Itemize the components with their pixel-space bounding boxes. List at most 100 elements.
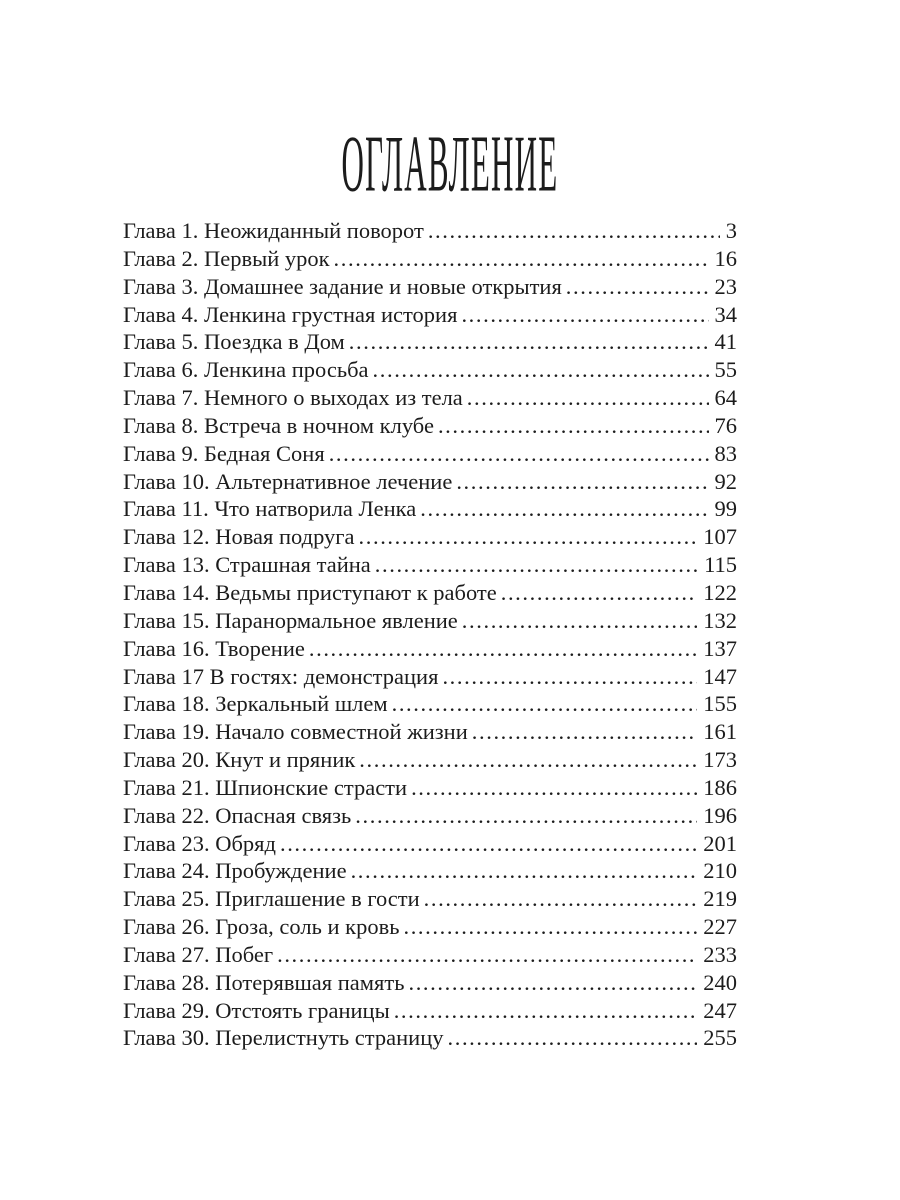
toc-entry-page: 132: [703, 607, 737, 633]
dot-leader: ........................................…: [333, 245, 709, 271]
toc-entry: Глава 21. Шпионские страсти ............…: [123, 774, 737, 802]
dot-leader: ........................................…: [427, 218, 720, 243]
toc-entry: Глава 10. Альтернативное лечение .......…: [123, 468, 737, 496]
dot-leader: ........................................…: [308, 635, 697, 661]
toc-entry-page: 41: [714, 329, 738, 355]
toc-entry-label: Глава 16. Творение: [123, 635, 305, 661]
toc-entry: Глава 8. Встреча в ночном клубе ........…: [123, 412, 737, 440]
toc-entry: Глава 16. Творение .....................…: [123, 635, 737, 663]
toc-entry: Глава 4. Ленкина грустная история ......…: [123, 301, 737, 329]
toc-entry-page: 137: [703, 635, 737, 661]
toc-entry: Глава 3. Домашнее задание и новые открыт…: [123, 273, 737, 301]
toc-entry-page: 173: [703, 747, 737, 773]
toc-entry: Глава 27. Побег ........................…: [123, 941, 737, 969]
dot-leader: ........................................…: [391, 691, 698, 717]
dot-leader: ........................................…: [461, 607, 697, 633]
toc-entry-page: 64: [714, 385, 738, 411]
toc-entry: Глава 29. Отстоять границы .............…: [123, 997, 737, 1025]
toc-entry-label: Глава 26. Гроза, соль и кровь: [123, 914, 400, 940]
toc-entry-label: Глава 19. Начало совместной жизни: [123, 719, 468, 745]
toc-entry: Глава 20. Кнут и пряник ................…: [123, 746, 737, 774]
toc-entry-page: 155: [703, 691, 737, 717]
toc-entry-page: 92: [714, 468, 738, 494]
toc-entry: Глава 17 В гостях: демонстрация ........…: [123, 663, 737, 691]
dot-leader: ........................................…: [411, 774, 697, 800]
toc-entry-label: Глава 10. Альтернативное лечение: [123, 468, 453, 494]
dot-leader: ........................................…: [350, 858, 698, 884]
dot-leader: ........................................…: [374, 552, 698, 578]
dot-leader: ........................................…: [466, 385, 709, 411]
toc-entry-label: Глава 15. Паранормальное явление: [123, 607, 458, 633]
toc-entry-page: 247: [703, 997, 737, 1023]
toc-entry: Глава 1. Неожиданный поворот ...........…: [123, 217, 737, 245]
toc-entry: Глава 26. Гроза, соль и кровь ..........…: [123, 913, 737, 941]
dot-leader: ........................................…: [500, 579, 698, 605]
toc-entry-label: Глава 29. Отстоять границы: [123, 997, 390, 1023]
toc-entry-page: 196: [703, 802, 737, 828]
toc-entry-page: 23: [714, 273, 738, 299]
toc-entry: Глава 12. Новая подруга ................…: [123, 523, 737, 551]
toc-entry: Глава 14. Ведьмы приступают к работе ...…: [123, 579, 737, 607]
dot-leader: ........................................…: [403, 914, 698, 940]
dot-leader: ........................................…: [279, 830, 697, 856]
dot-leader: ........................................…: [408, 969, 698, 995]
dot-leader: ........................................…: [348, 329, 709, 355]
toc-entry-page: 201: [703, 830, 737, 856]
toc-entry: Глава 11. Что натворила Ленка ..........…: [123, 495, 737, 523]
toc-entry-label: Глава 7. Немного о выходах из тела: [123, 385, 463, 411]
toc-entry-label: Глава 17 В гостях: демонстрация: [123, 663, 439, 689]
dot-leader: ........................................…: [471, 719, 697, 745]
dot-leader: ........................................…: [565, 273, 709, 299]
toc-entry-page: 3: [725, 218, 737, 243]
page-title: Оглавление: [0, 116, 900, 209]
toc-entry-label: Глава 21. Шпионские страсти: [123, 774, 408, 800]
toc-entry-page: 99: [714, 496, 738, 522]
toc-entry: Глава 30. Перелистнуть страницу ........…: [123, 1024, 737, 1052]
toc-entry-page: 55: [714, 357, 738, 383]
toc-entry: Глава 15. Паранормальное явление .......…: [123, 607, 737, 635]
toc-entry: Глава 23. Обряд ........................…: [123, 830, 737, 858]
dot-leader: ........................................…: [461, 301, 709, 327]
toc-entry-label: Глава 20. Кнут и пряник: [123, 747, 356, 773]
toc-entry-page: 219: [703, 886, 737, 912]
toc-entry-page: 76: [714, 412, 738, 438]
toc-entry-label: Глава 14. Ведьмы приступают к работе: [123, 579, 497, 605]
toc-entry: Глава 13. Страшная тайна ...............…: [123, 551, 737, 579]
toc-list: Глава 1. Неожиданный поворот ...........…: [123, 217, 737, 1052]
dot-leader: ........................................…: [359, 747, 697, 773]
toc-entry-label: Глава 12. Новая подруга: [123, 524, 355, 550]
toc-entry-label: Глава 9. Бедная Соня: [123, 440, 325, 466]
toc-entry-page: 83: [714, 440, 738, 466]
toc-entry: Глава 6. Ленкина просьба ...............…: [123, 356, 737, 384]
toc-entry: Глава 28. Потерявшая память ............…: [123, 969, 737, 997]
toc-entry-page: 233: [703, 941, 737, 967]
toc-entry-label: Глава 6. Ленкина просьба: [123, 357, 369, 383]
toc-entry-label: Глава 1. Неожиданный поворот: [123, 218, 424, 243]
toc-entry-label: Глава 8. Встреча в ночном клубе: [123, 412, 434, 438]
toc-entry-page: 186: [703, 774, 737, 800]
dot-leader: ........................................…: [372, 357, 709, 383]
dot-leader: ........................................…: [393, 997, 698, 1023]
toc-entry-page: 161: [703, 719, 737, 745]
dot-leader: ........................................…: [420, 496, 708, 522]
toc-entry-page: 227: [703, 914, 737, 940]
toc-entry-label: Глава 27. Побег: [123, 941, 274, 967]
toc-entry-label: Глава 5. Поездка в Дом: [123, 329, 345, 355]
toc-entry: Глава 22. Опасная связь ................…: [123, 802, 737, 830]
dot-leader: ........................................…: [328, 440, 709, 466]
toc-entry-page: 107: [703, 524, 737, 550]
toc-entry: Глава 19. Начало совместной жизни ......…: [123, 718, 737, 746]
toc-entry: Глава 25. Приглашение в гости ..........…: [123, 885, 737, 913]
dot-leader: ........................................…: [423, 886, 698, 912]
toc-entry-page: 240: [703, 969, 737, 995]
toc-entry-page: 16: [714, 245, 738, 271]
toc-entry-label: Глава 3. Домашнее задание и новые открыт…: [123, 273, 562, 299]
toc-entry-label: Глава 30. Перелистнуть страницу: [123, 1025, 444, 1051]
toc-entry: Глава 5. Поездка в Дом .................…: [123, 328, 737, 356]
toc-entry-label: Глава 13. Страшная тайна: [123, 552, 371, 578]
toc-entry-label: Глава 23. Обряд: [123, 830, 276, 856]
toc-entry: Глава 18. Зеркальный шлем ..............…: [123, 690, 737, 718]
dot-leader: ........................................…: [358, 524, 698, 550]
dot-leader: ........................................…: [355, 802, 697, 828]
